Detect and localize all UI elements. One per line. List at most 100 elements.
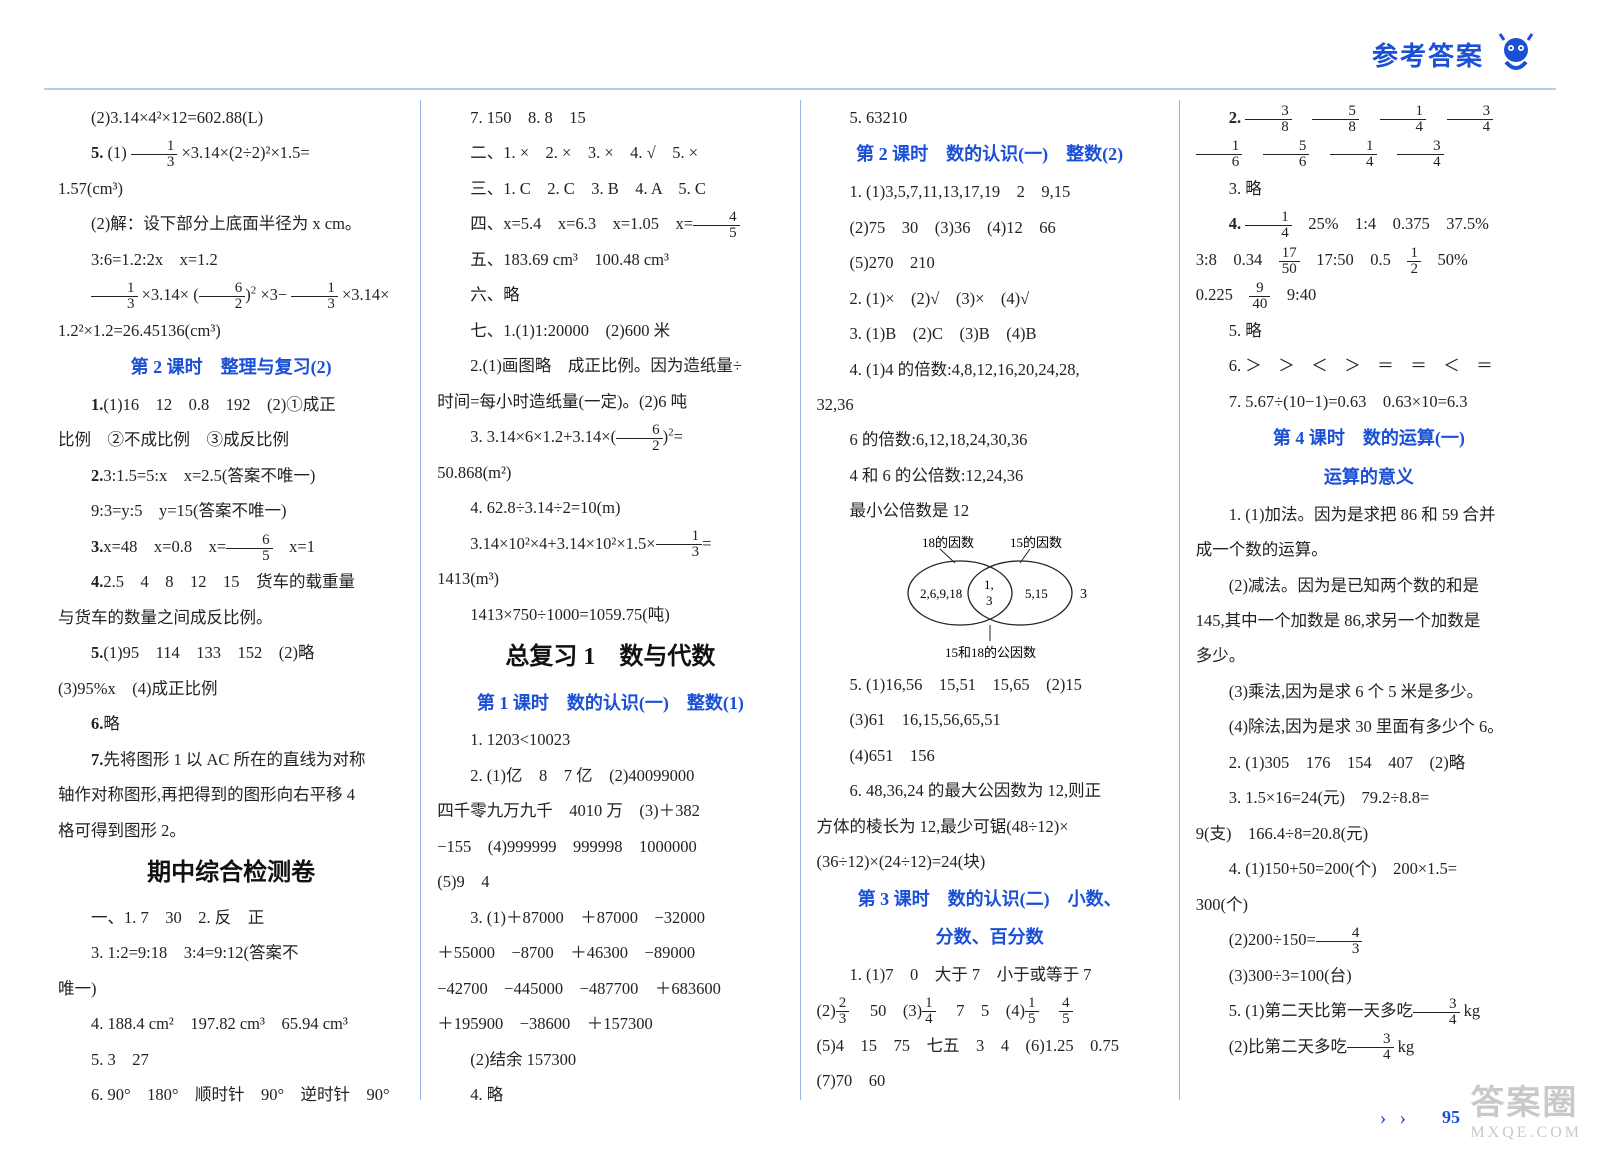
text: 3.x=48 x=0.8 x=65 x=1 [58, 529, 404, 564]
text: = [674, 427, 683, 446]
text: 4. 14 25% 1:4 0.375 37.5% [1196, 206, 1542, 241]
text: 与货车的数量之间成反比例。 [58, 600, 404, 635]
text: (3)95%x (4)成正比例 [58, 671, 404, 706]
text: 3:8 0.34 1750 17:50 0.5 12 50% [1196, 242, 1542, 277]
text: 方体的棱长为 12,最少可锯(48÷12)× [817, 809, 1163, 844]
venn-left-label: 18的因数 [922, 535, 974, 550]
text: 9:3=y:5 y=15(答案不唯一) [58, 493, 404, 528]
text: (3)乘法,因为是求 6 个 5 米是多少。 [1196, 674, 1542, 709]
text: 最小公倍数是 12 [817, 493, 1163, 528]
text: ×3.14× [342, 285, 390, 304]
text: (3)300÷3=100(台) [1196, 958, 1542, 993]
text: 3. (1)B (2)C (3)B (4)B [817, 316, 1163, 351]
text: (2)3.14×4²×12=602.88(L) [58, 100, 404, 135]
text: 3. (1)＋87000 ＋87000 −32000 [437, 900, 783, 935]
text [1043, 1001, 1060, 1020]
text: 4.2.5 4 8 12 15 货车的载重量 [58, 564, 404, 599]
text: (7)70 60 [817, 1063, 1163, 1098]
text: 3:1.5=5:x x=2.5(答案不唯一) [103, 466, 315, 485]
item-num: 5. [91, 643, 103, 662]
column-2: 7. 150 8. 8 15 二、1. × 2. × 3. × 4. √ 5. … [423, 100, 797, 1100]
watermark-bottom: MXQE.COM [1470, 1124, 1582, 1142]
text: (5)9 4 [437, 864, 783, 899]
text: 0.225 [1196, 285, 1250, 304]
column-3: 5. 63210 第 2 课时 数的认识(一) 整数(2) 1. (1)3,5,… [803, 100, 1177, 1100]
text: x=1 [273, 537, 315, 556]
text: (2) [817, 1001, 836, 1020]
page-header: 参考答案 [1372, 30, 1540, 78]
page: 参考答案 (2)3.14×4²×12=602.88(L) 5. (1) 13 ×… [0, 0, 1600, 1152]
watermark: 答案圈 MXQE.COM [1470, 1075, 1582, 1142]
item-num: 3. [91, 537, 103, 556]
section-heading: 运算的意义 [1196, 458, 1542, 497]
text: = [702, 534, 711, 553]
text: 四、x=5.4 x=6.3 x=1.05 x= [470, 214, 693, 233]
text: 145,其中一个加数是 86,求另一个加数是 [1196, 603, 1542, 638]
venn-outside: 3 [1080, 587, 1087, 602]
text: ×3.14× [142, 285, 190, 304]
text: kg [1394, 1037, 1415, 1056]
text: (2)75 30 (3)36 (4)12 66 [817, 210, 1163, 245]
text: 5. (1)第二天比第一天多吃34 kg [1196, 993, 1542, 1028]
text: (1)16 12 0.8 192 (2)①成正 [103, 395, 335, 414]
text: 五、183.69 cm³ 100.48 cm³ [437, 242, 783, 277]
item-num: 5. [91, 143, 103, 162]
text: 3.14×10²×4+3.14×10²×1.5× [470, 534, 655, 553]
text: 1.2²×1.2=26.45136(cm³) [58, 313, 404, 348]
text: 比例 ②不成比例 ③成反比例 [58, 422, 404, 457]
text: 2. (1)305 176 154 407 (2)略 [1196, 745, 1542, 780]
text: 1. (1)3,5,7,11,13,17,19 2 9,15 [817, 174, 1163, 209]
section-heading: 第 4 课时 数的运算(一) [1196, 419, 1542, 458]
text: 3:6=1.2:2x x=1.2 [58, 242, 404, 277]
text: 3. 1.5×16=24(元) 79.2÷8.8= [1196, 780, 1542, 815]
text: 6. 48,36,24 的最大公因数为 12,则正 [817, 773, 1163, 808]
text: 2. (1)亿 8 7 亿 (2)40099000 [437, 758, 783, 793]
text: 7 5 (4) [940, 1001, 1025, 1020]
text: 三、1. C 2. C 3. B 4. A 5. C [437, 171, 783, 206]
text: 一、1. 7 30 2. 反 正 [58, 900, 404, 935]
text: 300(个) [1196, 887, 1542, 922]
text: 7.先将图形 1 以 AC 所在的直线为对称 [58, 742, 404, 777]
text: 5. 63210 [817, 100, 1163, 135]
venn-right-label: 15的因数 [1010, 535, 1062, 550]
text: 七、1.(1)1:20000 (2)600 米 [437, 313, 783, 348]
text: (1) [108, 143, 131, 162]
text: 成一个数的运算。 [1196, 532, 1542, 567]
svg-text:3: 3 [986, 593, 993, 608]
text: (5)270 210 [817, 245, 1163, 280]
text: 1. (1)7 0 大于 7 小于或等于 7 [817, 957, 1163, 992]
text: (1)95 114 133 152 (2)略 [103, 643, 314, 662]
section-heading: 第 2 课时 数的认识(一) 整数(2) [817, 135, 1163, 174]
text: 1.57(cm³) [58, 171, 404, 206]
columns: (2)3.14×4²×12=602.88(L) 5. (1) 13 ×3.14×… [44, 100, 1556, 1100]
text: 2.3:1.5=5:x x=2.5(答案不唯一) [58, 458, 404, 493]
text: 二、1. × 2. × 3. × 4. √ 5. × [437, 135, 783, 170]
watermark-top: 答案圈 [1470, 1075, 1582, 1124]
text: 1.(1)16 12 0.8 192 (2)①成正 [58, 387, 404, 422]
text: 6 的倍数:6,12,18,24,30,36 [817, 422, 1163, 457]
text: 13 ×3.14× (62)2 ×3− 13 ×3.14× [58, 277, 404, 312]
text: −42700 −445000 −487700 ＋683600 [437, 971, 783, 1006]
text: 轴作对称图形,再把得到的图形向右平移 4 [58, 777, 404, 812]
text: 0.225 940 9:40 [1196, 277, 1542, 312]
text: 2.(1)画图略 成正比例。因为造纸量÷ [437, 348, 783, 383]
text: 32,36 [817, 387, 1163, 422]
text: 5.(1)95 114 133 152 (2)略 [58, 635, 404, 670]
section-heading: 第 2 课时 整理与复习(2) [58, 348, 404, 387]
text: 4. 62.8÷3.14÷2=10(m) [437, 490, 783, 525]
item-num: 2. [91, 466, 103, 485]
text: 50 (3) [853, 1001, 922, 1020]
text: 3:8 0.34 [1196, 250, 1279, 269]
mascot-icon [1492, 30, 1540, 78]
item-num: 4. [1229, 214, 1241, 233]
text: 7. 150 8. 8 15 [437, 100, 783, 135]
venn-left-set: 2,6,9,18 [920, 586, 962, 601]
text: 6. ＞ ＞ ＜ ＞ ＝ ＝ ＜ ＝ [1196, 348, 1542, 383]
item-num: 7. [91, 750, 103, 769]
text: 7. 5.67÷(10−1)=0.63 0.63×10=6.3 [1196, 384, 1542, 419]
text: 3. 略 [1196, 171, 1542, 206]
text: 5. 略 [1196, 313, 1542, 348]
header-title: 参考答案 [1372, 36, 1484, 73]
text: ＋195900 −38600 ＋157300 [437, 1006, 783, 1041]
page-decor-icon: › › [1380, 1107, 1410, 1130]
